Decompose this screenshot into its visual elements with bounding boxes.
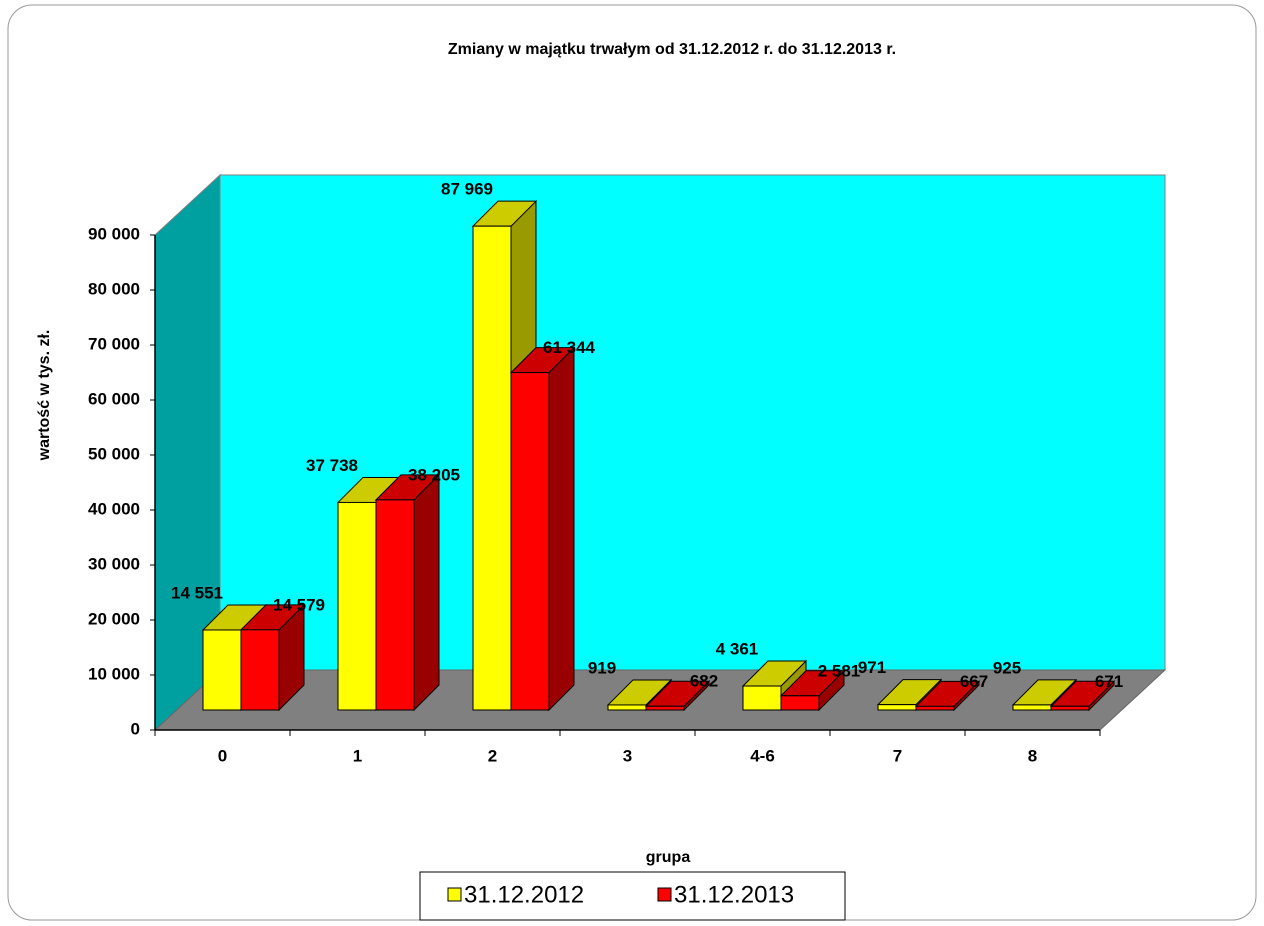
- x-tick-label: 7: [893, 746, 902, 765]
- bar-side: [548, 346, 575, 712]
- bar: [742, 685, 782, 711]
- bar: [780, 695, 820, 711]
- bar: [877, 704, 917, 711]
- bar: [472, 225, 512, 711]
- value-label: 671: [1095, 672, 1123, 691]
- bar: [1050, 705, 1090, 711]
- x-axis-label: grupa: [646, 849, 691, 866]
- bar: [337, 501, 377, 711]
- legend-swatch: [657, 887, 672, 902]
- x-tick-label: 8: [1028, 746, 1037, 765]
- legend-swatch: [447, 887, 462, 902]
- value-label: 14 579: [273, 595, 325, 614]
- value-label: 14 551: [171, 583, 223, 602]
- x-tick-label: 3: [623, 746, 632, 765]
- bar: [375, 499, 415, 711]
- y-tick-label: 90 000: [88, 224, 140, 243]
- y-tick-label: 70 000: [88, 334, 140, 353]
- bar: [202, 629, 242, 711]
- legend: [419, 871, 846, 921]
- value-label: 37 738: [306, 456, 358, 475]
- y-tick-label: 30 000: [88, 554, 140, 573]
- x-tick-label: 2: [488, 746, 497, 765]
- value-label: 971: [858, 658, 886, 677]
- bar: [915, 705, 955, 711]
- bar: [240, 629, 280, 711]
- legend-label: 31.12.2013: [674, 881, 794, 908]
- y-tick-label: 80 000: [88, 279, 140, 298]
- value-label: 38 205: [408, 465, 460, 484]
- value-label: 925: [993, 658, 1021, 677]
- y-tick-label: 20 000: [88, 609, 140, 628]
- value-label: 667: [960, 672, 988, 691]
- y-tick-label: 0: [131, 719, 140, 738]
- x-tick-label: 4-6: [750, 746, 775, 765]
- value-label: 919: [588, 658, 616, 677]
- legend-label: 31.12.2012: [464, 881, 584, 908]
- value-label: 682: [690, 672, 718, 691]
- value-label: 4 361: [716, 639, 759, 658]
- value-label: 87 969: [441, 180, 493, 199]
- value-label: 61 344: [543, 338, 596, 357]
- chart-title: Zmiany w majątku trwałym od 31.12.2012 r…: [448, 41, 896, 58]
- y-tick-label: 60 000: [88, 389, 140, 408]
- bar-side: [413, 473, 440, 712]
- x-tick-label: 1: [353, 746, 362, 765]
- x-tick-label: 0: [218, 746, 227, 765]
- y-tick-label: 40 000: [88, 499, 140, 518]
- y-tick-label: 50 000: [88, 444, 140, 463]
- bar: [510, 372, 550, 711]
- y-axis-label: wartość w tys. zł.: [36, 330, 53, 462]
- value-label: 2 581: [818, 661, 861, 680]
- bar: [607, 704, 647, 711]
- y-tick-label: 10 000: [88, 664, 140, 683]
- bar: [645, 705, 685, 711]
- bar: [1012, 704, 1052, 711]
